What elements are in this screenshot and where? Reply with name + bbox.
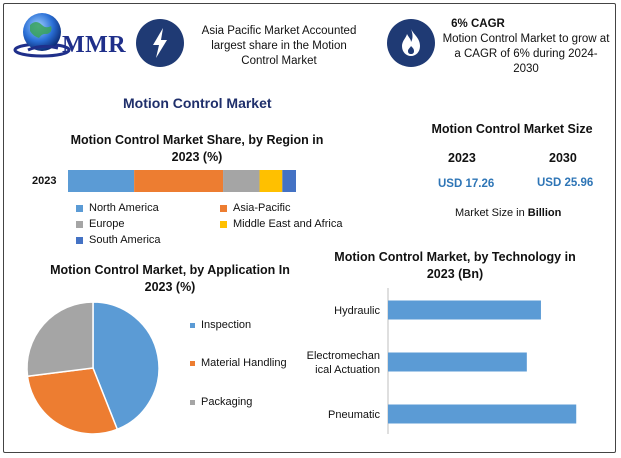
legend-item: South America <box>76 234 161 246</box>
market-size-note: Market Size in Billion <box>455 207 561 219</box>
size-year-2030: 2030 <box>549 151 577 165</box>
flame-icon <box>387 19 435 67</box>
legend-swatch <box>190 322 195 328</box>
size-value-2023: USD 17.26 <box>438 178 495 190</box>
technology-chart-title: Motion Control Market, by Technology in … <box>334 250 576 281</box>
pie-slice-material-handling <box>26 367 119 435</box>
size-value-2030: USD 25.96 <box>537 177 594 189</box>
legend-label: North America <box>89 202 159 214</box>
legend-label: Inspection <box>201 319 252 331</box>
legend-item: Middle East and Africa <box>220 218 342 230</box>
legend-item: North America <box>76 202 159 214</box>
legend-item: Material Handling <box>190 357 287 369</box>
legend-label: Material Handling <box>201 357 287 369</box>
legend-swatch <box>220 204 227 212</box>
market-size-note-prefix: Market Size in <box>455 207 528 219</box>
technology-category-label: Pneumatic <box>328 409 380 421</box>
pie-slice-packaging <box>26 301 94 378</box>
technology-bar-hydraulic <box>388 300 541 320</box>
region-bar-segment-middle-east-and-africa <box>259 170 283 192</box>
header-box-asia-pacific: Asia Pacific Market Accounted largest sh… <box>201 25 357 67</box>
legend-label: Middle East and Africa <box>233 218 343 230</box>
legend-swatch <box>76 204 83 212</box>
legend-label: Packaging <box>201 396 253 408</box>
region-bar-segment-south-america <box>282 170 296 192</box>
globe-icon <box>13 13 71 58</box>
region-chart-title: Motion Control Market Share, by Region i… <box>70 133 324 164</box>
region-stacked-bar <box>68 170 296 192</box>
technology-category-label: Electromechan ical Actuation <box>307 350 380 376</box>
legend-label: Europe <box>89 218 125 230</box>
market-size-title: Motion Control Market Size <box>431 122 593 136</box>
region-bar-segment-europe <box>223 170 260 192</box>
lightning-icon <box>136 19 184 67</box>
logo: MMR <box>12 10 127 60</box>
legend-label: Asia-Pacific <box>233 202 291 214</box>
legend-item: Inspection <box>190 319 251 331</box>
size-year-2023: 2023 <box>448 151 476 165</box>
legend-swatch <box>76 236 83 244</box>
legend-swatch <box>190 360 195 366</box>
page-title: Motion Control Market <box>123 95 272 111</box>
legend-label: South America <box>89 234 161 246</box>
market-size-note-unit: Billion <box>527 207 562 219</box>
technology-bar-electromechanical-actuation <box>388 352 527 372</box>
legend-swatch <box>190 399 195 405</box>
application-chart-title: Motion Control Market, by Application In… <box>50 263 290 294</box>
technology-category-label: Hydraulic <box>334 305 380 317</box>
legend-item: Europe <box>76 218 124 230</box>
technology-bar-pneumatic <box>388 404 577 424</box>
legend-swatch <box>220 220 227 228</box>
cagr-title: 6% CAGR <box>451 18 505 30</box>
logo-text: MMR <box>62 32 127 58</box>
region-bar-segment-asia-pacific <box>134 170 224 192</box>
infographic-frame <box>3 3 616 453</box>
application-pie-chart <box>26 301 160 435</box>
technology-bar-chart: Hydraulic Electromechan ical Actuation Pneu… <box>307 288 577 434</box>
legend-item: Asia-Pacific <box>220 202 290 214</box>
cagr-text: Motion Control Market to grow at a CAGR … <box>442 33 610 75</box>
pie-slice-inspection <box>92 301 160 431</box>
legend-item: Packaging <box>190 396 252 408</box>
region-bar-segment-north-america <box>68 170 135 192</box>
region-category-label: 2023 <box>32 175 57 187</box>
legend-swatch <box>76 220 83 228</box>
